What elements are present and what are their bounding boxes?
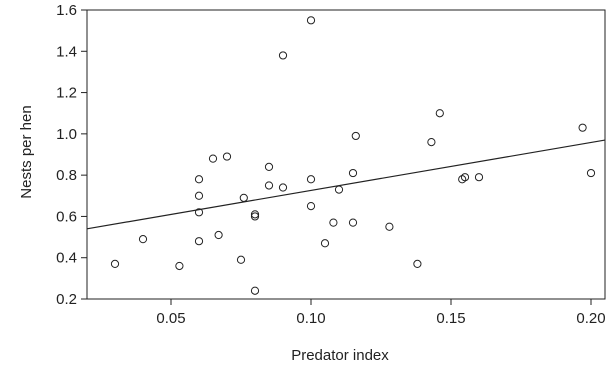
x-tick-label: 0.05: [156, 310, 185, 327]
data-point: [348, 168, 358, 178]
data-points: [110, 16, 596, 295]
data-point: [278, 51, 288, 60]
data-point: [110, 259, 120, 269]
data-point: [458, 175, 467, 184]
data-point: [578, 123, 587, 132]
data-point: [250, 286, 260, 295]
y-axis-label: Nests per hen: [18, 105, 35, 198]
data-point: [413, 259, 422, 269]
data-point: [264, 181, 274, 190]
data-point: [222, 152, 232, 161]
data-point: [194, 208, 204, 217]
data-point: [194, 191, 204, 200]
y-tick-label: 1.4: [56, 43, 77, 60]
plot-frame: [86, 9, 606, 300]
data-point: [306, 16, 316, 25]
data-point: [194, 237, 204, 246]
y-tick-label: 0.4: [56, 250, 77, 267]
y-tick-label: 0.2: [56, 291, 77, 308]
data-point: [236, 255, 246, 264]
data-point: [320, 239, 330, 248]
plot-area: [86, 9, 606, 300]
x-tick-label: 0.10: [296, 310, 325, 327]
data-point: [175, 261, 184, 271]
data-point: [138, 235, 148, 244]
x-axis: 0.05 0.10 0.15 0.20: [156, 299, 606, 327]
x-axis-label: Predator index: [291, 347, 389, 364]
data-point: [435, 109, 444, 118]
data-point: [208, 154, 218, 163]
data-point: [460, 173, 470, 182]
data-point: [278, 183, 288, 192]
data-point: [334, 185, 344, 194]
data-point: [474, 173, 484, 182]
data-point: [348, 218, 358, 227]
x-tick-label: 0.15: [436, 310, 465, 327]
data-point: [239, 193, 248, 202]
y-tick-label: 0.6: [56, 208, 77, 225]
y-tick-label: 1.6: [56, 2, 77, 19]
data-point: [214, 230, 223, 240]
x-tick-label: 0.20: [576, 310, 605, 327]
data-point: [329, 218, 338, 227]
data-point: [427, 138, 436, 147]
y-tick-label: 1.2: [56, 85, 77, 102]
data-point: [385, 222, 394, 231]
trendline-layer: [86, 139, 606, 230]
y-tick-label: 0.8: [56, 167, 77, 184]
data-point: [250, 210, 260, 219]
data-point: [306, 202, 316, 211]
data-point: [586, 168, 596, 178]
trendline: [86, 139, 606, 230]
y-axis: 0.2 0.4 0.6 0.8 1.0 1.2 1.4 1.6: [56, 2, 87, 308]
data-point: [306, 175, 316, 184]
data-point: [250, 212, 260, 221]
data-point: [351, 131, 360, 141]
data-point: [194, 175, 204, 184]
data-point: [264, 162, 274, 171]
y-tick-label: 1.0: [56, 126, 77, 143]
